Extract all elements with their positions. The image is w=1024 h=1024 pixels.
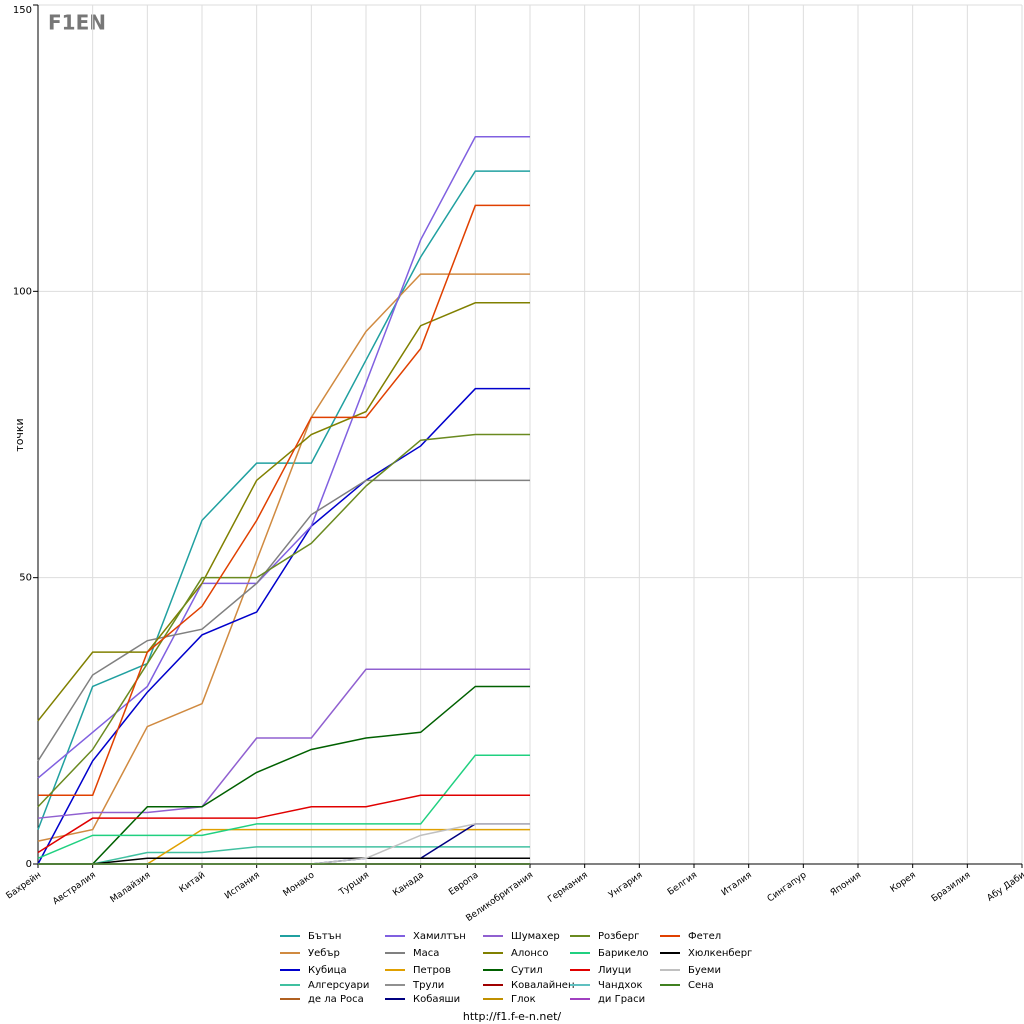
logo: F1EN	[48, 11, 106, 35]
y-tick-label: 100	[13, 286, 32, 297]
legend-label: Лиуци	[598, 965, 631, 976]
legend-label: Барикело	[598, 948, 649, 959]
legend-label: Бътън	[308, 931, 341, 942]
series-line	[38, 846, 530, 865]
series-line	[37, 479, 530, 762]
y-tick-label: 50	[19, 573, 32, 584]
legend-label: Сутил	[511, 965, 543, 976]
series-line	[37, 754, 530, 859]
legend-label: Трули	[412, 980, 444, 991]
legend-label: Розберг	[598, 931, 639, 942]
y-tick-label: 0	[26, 859, 32, 870]
legend-label: Маса	[413, 948, 439, 959]
series-line	[37, 273, 530, 842]
series-line	[37, 302, 530, 722]
series-line	[37, 794, 530, 854]
legend-label: де ла Роса	[308, 994, 364, 1005]
footer: http://f1.f-e-n.net/	[463, 1010, 562, 1023]
legend-label: Буеми	[688, 965, 721, 976]
legend-label: Фетел	[688, 931, 721, 942]
legend-label: Шумахер	[511, 931, 560, 942]
series-line	[37, 170, 530, 830]
legend-label: Глок	[511, 994, 536, 1005]
series-line	[38, 857, 530, 865]
legend-label: Сена	[688, 980, 714, 991]
series-line	[37, 387, 530, 865]
legend-label: Кубица	[308, 965, 347, 976]
legend-label: Хюлкенберг	[688, 948, 752, 959]
legend-label: Чандхок	[598, 980, 643, 991]
legend-label: Кобаяши	[413, 994, 460, 1005]
legend-label: Алонсо	[511, 948, 549, 959]
series-line	[37, 135, 530, 779]
legend-label: ди Граси	[598, 994, 645, 1005]
legend-label: Ковалайнен	[511, 980, 575, 991]
legend-label: Уебър	[308, 948, 340, 959]
y-axis-label: точки	[13, 418, 26, 451]
series-line	[37, 433, 530, 808]
series-line	[37, 668, 530, 819]
legend-label: Хамилтън	[413, 931, 466, 942]
y-tick-label: 150	[13, 5, 32, 16]
series-line	[38, 204, 530, 797]
legend-label: Алгерсуари	[308, 980, 369, 991]
legend-label: Петров	[413, 965, 451, 976]
